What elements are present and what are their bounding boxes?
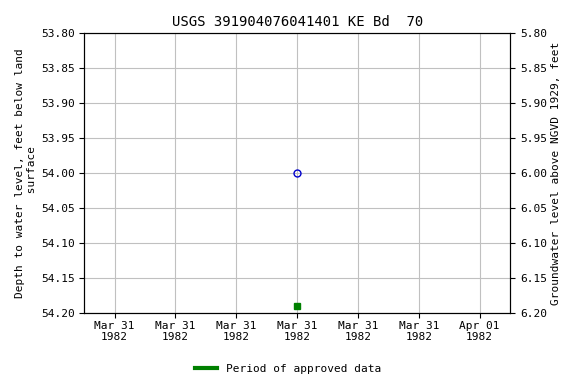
Title: USGS 391904076041401 KE Bd  70: USGS 391904076041401 KE Bd 70 <box>172 15 423 29</box>
Legend: Period of approved data: Period of approved data <box>191 359 385 379</box>
Y-axis label: Groundwater level above NGVD 1929, feet: Groundwater level above NGVD 1929, feet <box>551 41 561 305</box>
Y-axis label: Depth to water level, feet below land
 surface: Depth to water level, feet below land su… <box>15 48 37 298</box>
